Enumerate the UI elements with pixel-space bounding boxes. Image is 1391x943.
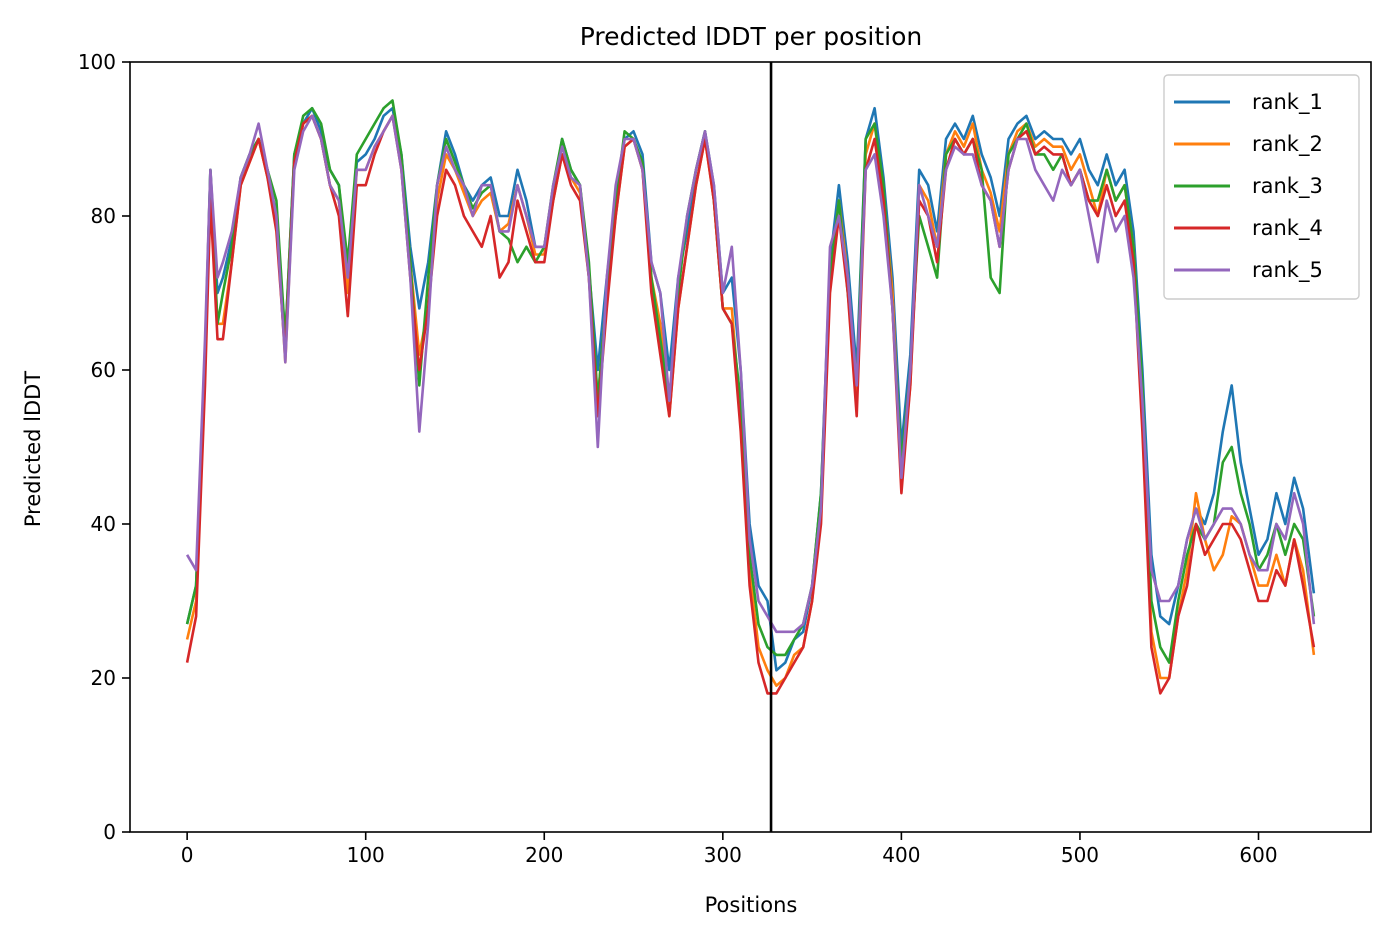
series-line-rank-4	[185, 114, 1316, 695]
plot-frame	[129, 61, 1372, 833]
legend-label-rank-5: rank_5	[1252, 258, 1323, 283]
plot-lines-group	[185, 62, 1316, 832]
x-tick-label: 200	[525, 843, 563, 867]
y-axis-label: Predicted lDDT	[21, 371, 45, 527]
x-tick-label: 600	[1239, 843, 1277, 867]
y-tick-label: 60	[91, 358, 116, 382]
x-tick-label: 400	[882, 843, 920, 867]
x-tick-label: 0	[181, 843, 194, 867]
y-tick-label: 80	[91, 204, 116, 228]
legend-label-rank-3: rank_3	[1252, 174, 1323, 199]
legend-label-rank-1: rank_1	[1252, 90, 1323, 115]
x-axis-label: Positions	[705, 893, 798, 917]
y-tick-label: 20	[91, 666, 116, 690]
axis-ticks-group: 0 100 200 300 400 500 600 0 20 40 60 80 100	[78, 50, 1278, 867]
legend-label-rank-2: rank_2	[1252, 132, 1323, 157]
legend-label-rank-4: rank_4	[1252, 216, 1323, 241]
series-line-rank-5	[185, 114, 1316, 634]
y-tick-label: 100	[78, 50, 116, 74]
x-tick-label: 500	[1061, 843, 1099, 867]
y-tick-label: 40	[91, 512, 116, 536]
y-tick-label: 0	[103, 820, 116, 844]
x-tick-label: 100	[347, 843, 385, 867]
legend-box	[1163, 74, 1360, 300]
legend: rank_1 rank_2 rank_3 rank_4 rank_5	[1163, 74, 1360, 300]
x-tick-label: 300	[704, 843, 742, 867]
chart-title: Predicted lDDT per position	[580, 22, 922, 51]
